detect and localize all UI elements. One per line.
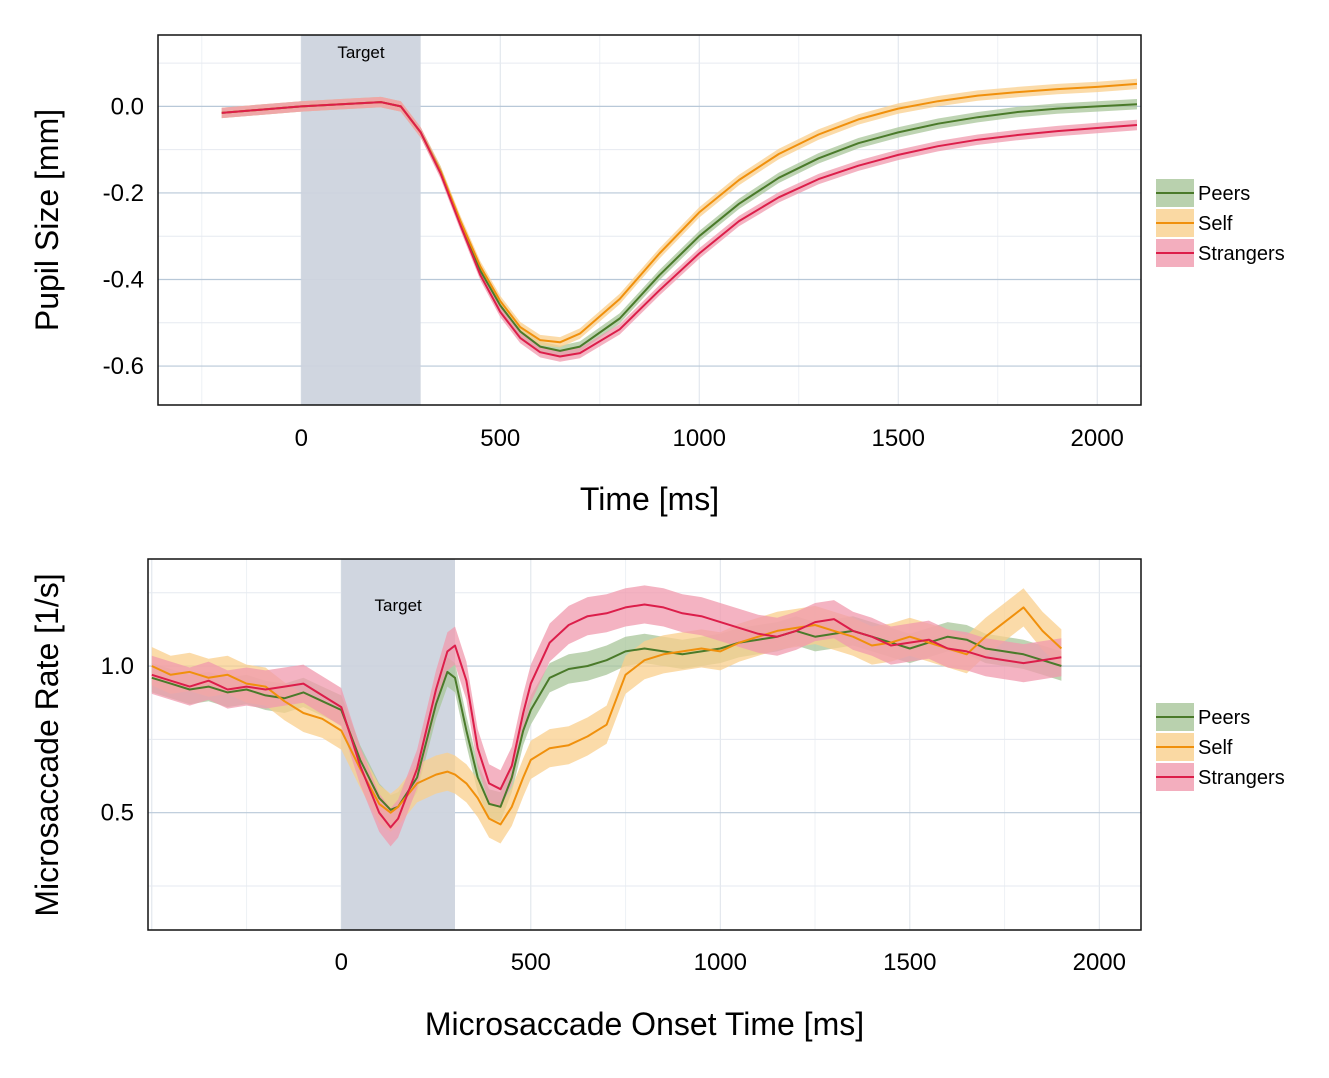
x-tick-label: 2000 [1071,425,1124,452]
target-region [301,35,421,405]
x-axis-label: Microsaccade Onset Time [ms] [425,1006,864,1042]
target-label: Target [337,43,385,62]
y-tick-label: -0.4 [103,267,144,294]
y-axis-label: Microsaccade Rate [1/s] [29,573,65,916]
series-line-peers [151,629,1062,811]
x-tick-label: 1000 [694,949,747,976]
ci-band-strangers [151,585,1062,847]
legend: Peers Self Strangers [1156,179,1285,267]
chart-microsaccade: Target 0 500 1000 1500 2000 0.5 1.0 Microsaccade… [29,558,1285,1042]
y-tick-label: -0.2 [103,180,144,207]
x-tick-label: 1500 [872,425,925,452]
x-tick-label: 2000 [1073,949,1126,976]
y-tick-label: -0.6 [103,353,144,380]
legend-label-self: Self [1198,737,1233,759]
x-tick-label: 500 [480,425,520,452]
series-line-strangers [221,101,1138,358]
y-axis-label: Pupil Size [mm] [29,109,65,331]
target-region [341,559,455,930]
plot-area [151,585,1063,847]
plot-area [221,78,1138,362]
y-tick-label: 1.0 [101,653,134,680]
x-tick-label: 0 [335,949,348,976]
x-tick-label: 0 [295,425,308,452]
x-tick-label: 1000 [673,425,726,452]
legend-label-peers: Peers [1198,183,1250,205]
ci-band-self [151,588,1062,844]
series-line-strangers [151,603,1062,829]
target-label: Target [375,596,423,615]
plot-frame [147,558,1142,931]
series-line-self [151,606,1063,826]
y-tick-label: 0.5 [101,800,134,827]
chart-pupil: Target 0 500 1000 1500 2000 0.0 -0.2 -0.4 -0.6 Tim… [29,34,1285,517]
legend-label-peers: Peers [1198,707,1250,729]
legend-label-self: Self [1198,213,1233,235]
legend: Peers Self Strangers [1156,703,1285,791]
y-tick-label: 0.0 [111,93,144,120]
x-axis-label: Time [ms] [580,481,719,517]
legend-label-strangers: Strangers [1198,243,1285,265]
legend-label-strangers: Strangers [1198,767,1285,789]
x-tick-label: 1500 [883,949,936,976]
x-tick-label: 500 [511,949,551,976]
plot-frame [157,34,1142,406]
